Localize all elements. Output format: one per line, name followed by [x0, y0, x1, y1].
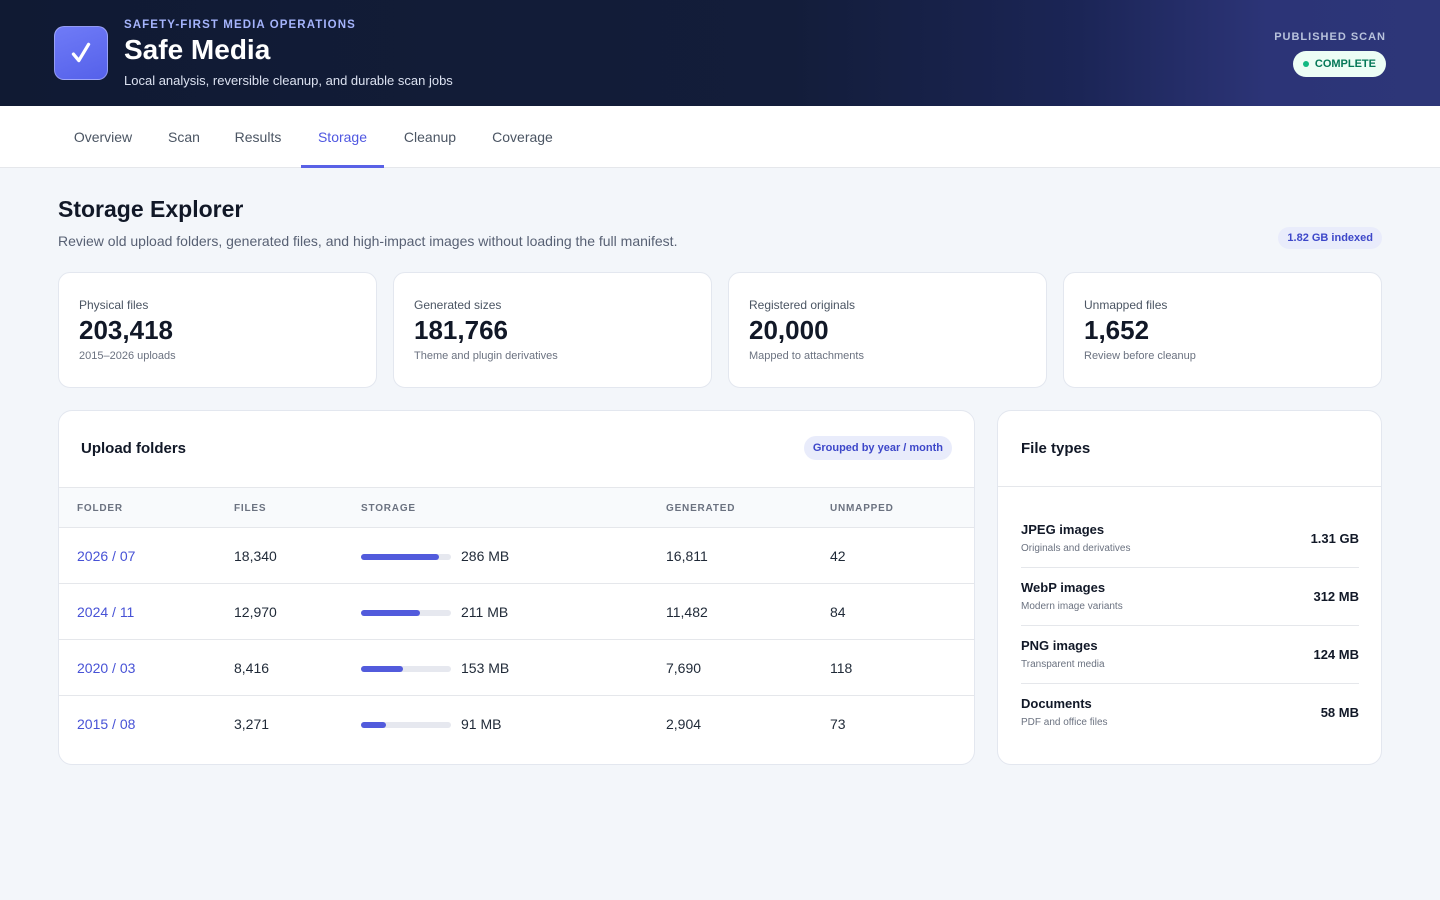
file-type-size: 312 MB	[1313, 589, 1359, 604]
storage-size: 91 MB	[461, 716, 502, 732]
generated-count: 16,811	[666, 548, 708, 564]
storage-bar	[361, 666, 451, 672]
stat-value: 203,418	[79, 315, 173, 345]
folder-link[interactable]: 2024 / 11	[77, 604, 135, 620]
file-types-panel: File types JPEG images Originals and der…	[997, 410, 1382, 765]
stat-value: 181,766	[414, 315, 508, 345]
storage-bar-fill	[361, 666, 404, 672]
storage-bar-fill	[361, 722, 387, 728]
check-icon	[71, 42, 91, 63]
tab-results[interactable]: Results	[234, 129, 282, 145]
generated-count: 11,482	[666, 604, 708, 620]
storage-size: 286 MB	[461, 548, 510, 564]
folder-link[interactable]: 2015 / 08	[77, 716, 136, 732]
file-type-name: Documents	[1021, 696, 1092, 711]
app-logo	[54, 26, 108, 80]
table-row: 2024 / 11 12,970 211 MB 11,482 84	[59, 584, 974, 640]
stat-note: Mapped to attachments	[749, 350, 864, 362]
table-header: FOLDER FILES STORAGE GENERATED UNMAPPED	[59, 487, 974, 528]
table-row: 2015 / 08 3,271 91 MB 2,904 73	[59, 696, 974, 752]
unmapped-count: 42	[830, 548, 846, 564]
unmapped-count: 73	[830, 716, 846, 732]
file-type-note: Modern image variants	[1021, 601, 1123, 612]
storage-bar	[361, 722, 451, 728]
files-count: 12,970	[234, 604, 277, 620]
generated-count: 2,904	[666, 716, 702, 732]
storage-bar	[361, 610, 451, 616]
tab-scan[interactable]: Scan	[168, 129, 200, 145]
upload-folders-panel: Upload folders Grouped by year / month F…	[58, 410, 975, 765]
stat-label: Registered originals	[749, 298, 856, 312]
file-type-note: PDF and office files	[1021, 717, 1108, 728]
files-count: 8,416	[234, 660, 270, 676]
stat-card-unmapped-files: Unmapped files 1,652 Review before clean…	[1063, 272, 1382, 388]
stat-value: 20,000	[749, 315, 829, 345]
storage-bar	[361, 554, 451, 560]
storage-size: 211 MB	[461, 604, 509, 620]
unmapped-count: 84	[830, 604, 846, 620]
file-type-item: PNG images Transparent media 124 MB	[1021, 626, 1359, 684]
file-type-name: PNG images	[1021, 638, 1098, 653]
panel-title: File types	[1021, 440, 1091, 457]
published-scan-label: PUBLISHED SCAN	[1274, 31, 1386, 43]
file-type-name: WebP images	[1021, 580, 1106, 595]
files-count: 18,340	[234, 548, 277, 564]
tab-overview[interactable]: Overview	[73, 129, 133, 145]
files-count: 3,271	[234, 716, 270, 732]
tab-storage[interactable]: Storage	[301, 106, 384, 168]
stat-card-physical-files: Physical files 203,418 2015–2026 uploads	[58, 272, 377, 388]
divider	[998, 486, 1381, 487]
file-type-item: WebP images Modern image variants 312 MB	[1021, 568, 1359, 626]
file-type-item: Documents PDF and office files 58 MB	[1021, 684, 1359, 742]
scan-status-text: COMPLETE	[1314, 58, 1376, 70]
column-header-folder: FOLDER	[77, 503, 123, 514]
file-type-size: 124 MB	[1313, 647, 1359, 662]
table-row: 2020 / 03 8,416 153 MB 7,690 118	[59, 640, 974, 696]
stat-note: Theme and plugin derivatives	[414, 350, 558, 362]
app-header: SAFETY-FIRST MEDIA OPERATIONS Safe Media…	[0, 0, 1440, 106]
column-header-unmapped: UNMAPPED	[830, 503, 894, 514]
storage-size: 153 MB	[461, 660, 510, 676]
column-header-generated: GENERATED	[666, 503, 736, 514]
table-row: 2026 / 07 18,340 286 MB 16,811 42	[59, 528, 974, 584]
tab-coverage[interactable]: Coverage	[492, 129, 553, 145]
stat-label: Generated sizes	[414, 298, 502, 312]
file-type-size: 1.31 GB	[1310, 531, 1359, 546]
stat-note: Review before cleanup	[1084, 350, 1196, 362]
app-title: Safe Media	[124, 34, 271, 65]
app-eyebrow: SAFETY-FIRST MEDIA OPERATIONS	[124, 19, 356, 31]
page-title: Storage Explorer	[58, 196, 244, 222]
column-header-files: FILES	[234, 503, 267, 514]
file-type-name: JPEG images	[1021, 522, 1105, 537]
grouping-badge: Grouped by year / month	[803, 436, 952, 460]
stat-label: Unmapped files	[1084, 298, 1168, 312]
file-type-size: 58 MB	[1320, 705, 1359, 720]
page-description: Review old upload folders, generated fil…	[58, 233, 678, 249]
panel-title: Upload folders	[81, 440, 187, 457]
tab-bar: Overview Scan Results Storage Cleanup Co…	[0, 106, 1440, 168]
unmapped-count: 118	[830, 660, 853, 676]
generated-count: 7,690	[666, 660, 702, 676]
indexed-size-badge: 1.82 GB indexed	[1278, 227, 1382, 249]
storage-bar-fill	[361, 610, 420, 616]
folder-link[interactable]: 2026 / 07	[77, 548, 136, 564]
file-type-item: JPEG images Originals and derivatives 1.…	[1021, 510, 1359, 568]
stat-value: 1,652	[1084, 315, 1150, 345]
file-type-note: Transparent media	[1021, 659, 1105, 670]
file-type-note: Originals and derivatives	[1021, 543, 1131, 554]
stat-card-registered-originals: Registered originals 20,000 Mapped to at…	[728, 272, 1047, 388]
stat-label: Physical files	[79, 298, 149, 312]
status-dot-icon	[1302, 61, 1309, 67]
folder-link[interactable]: 2020 / 03	[77, 660, 136, 676]
stat-note: 2015–2026 uploads	[79, 350, 176, 362]
tab-cleanup[interactable]: Cleanup	[403, 129, 457, 145]
scan-status-badge: COMPLETE	[1292, 51, 1386, 77]
app-subtitle: Local analysis, reversible cleanup, and …	[124, 73, 453, 88]
stat-card-generated-sizes: Generated sizes 181,766 Theme and plugin…	[393, 272, 712, 388]
column-header-storage: STORAGE	[361, 503, 416, 514]
storage-bar-fill	[361, 554, 440, 560]
